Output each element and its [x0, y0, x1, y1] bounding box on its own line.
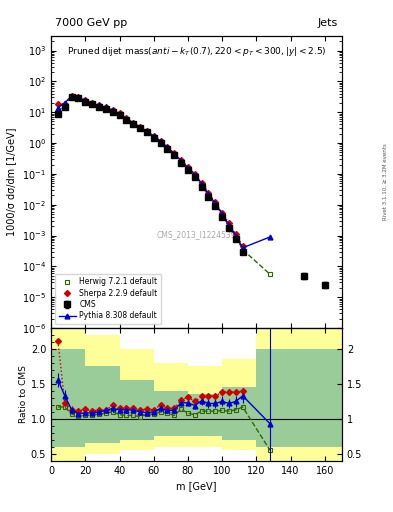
Text: Jets: Jets — [318, 18, 338, 28]
Sherpa 2.2.9 default — [151, 133, 156, 139]
X-axis label: m [GeV]: m [GeV] — [176, 481, 217, 491]
Sherpa 2.2.9 default — [69, 93, 74, 99]
Sherpa 2.2.9 default — [103, 104, 108, 110]
Sherpa 2.2.9 default — [97, 102, 101, 108]
Text: 7000 GeV pp: 7000 GeV pp — [55, 18, 127, 28]
Herwig 7.2.1 default — [268, 271, 272, 278]
Line: Sherpa 2.2.9 default: Sherpa 2.2.9 default — [56, 94, 245, 248]
Herwig 7.2.1 default — [179, 159, 184, 165]
Sherpa 2.2.9 default — [117, 110, 122, 116]
Herwig 7.2.1 default — [62, 102, 67, 108]
Line: Herwig 7.2.1 default: Herwig 7.2.1 default — [55, 94, 272, 277]
Herwig 7.2.1 default — [131, 121, 136, 127]
Sherpa 2.2.9 default — [83, 97, 88, 103]
Herwig 7.2.1 default — [69, 94, 74, 100]
Herwig 7.2.1 default — [193, 173, 197, 179]
Sherpa 2.2.9 default — [206, 190, 211, 196]
Herwig 7.2.1 default — [151, 134, 156, 140]
Herwig 7.2.1 default — [145, 129, 149, 135]
Herwig 7.2.1 default — [97, 103, 101, 109]
Herwig 7.2.1 default — [199, 182, 204, 188]
Herwig 7.2.1 default — [90, 100, 94, 106]
Sherpa 2.2.9 default — [90, 100, 94, 106]
Sherpa 2.2.9 default — [179, 157, 184, 163]
Legend: Herwig 7.2.1 default, Sherpa 2.2.9 default, CMS, Pythia 8.308 default: Herwig 7.2.1 default, Sherpa 2.2.9 defau… — [55, 274, 162, 324]
Text: Pruned dijet mass$(anti-k_{T}(0.7), 220<p_{T}<300, |y|<2.5)$: Pruned dijet mass$(anti-k_{T}(0.7), 220<… — [67, 45, 326, 58]
Herwig 7.2.1 default — [55, 109, 60, 115]
Herwig 7.2.1 default — [76, 95, 81, 101]
Sherpa 2.2.9 default — [138, 123, 142, 130]
Sherpa 2.2.9 default — [199, 180, 204, 186]
Text: Rivet 3.1.10, ≥ 3.2M events: Rivet 3.1.10, ≥ 3.2M events — [383, 143, 388, 220]
Sherpa 2.2.9 default — [55, 100, 60, 106]
Herwig 7.2.1 default — [213, 202, 218, 208]
Herwig 7.2.1 default — [185, 166, 190, 173]
Sherpa 2.2.9 default — [110, 106, 115, 113]
Sherpa 2.2.9 default — [220, 209, 224, 216]
Sherpa 2.2.9 default — [213, 199, 218, 205]
Herwig 7.2.1 default — [227, 223, 231, 229]
Sherpa 2.2.9 default — [185, 164, 190, 170]
Herwig 7.2.1 default — [220, 212, 224, 219]
Sherpa 2.2.9 default — [62, 101, 67, 107]
Herwig 7.2.1 default — [233, 234, 238, 240]
Sherpa 2.2.9 default — [193, 171, 197, 177]
Y-axis label: 1000/σ dσ/dm [1/GeV]: 1000/σ dσ/dm [1/GeV] — [6, 127, 17, 236]
Herwig 7.2.1 default — [165, 145, 170, 151]
Herwig 7.2.1 default — [110, 108, 115, 114]
Sherpa 2.2.9 default — [227, 220, 231, 226]
Herwig 7.2.1 default — [83, 98, 88, 104]
Sherpa 2.2.9 default — [158, 138, 163, 144]
Herwig 7.2.1 default — [172, 152, 176, 158]
Sherpa 2.2.9 default — [241, 243, 245, 249]
Herwig 7.2.1 default — [103, 104, 108, 111]
Herwig 7.2.1 default — [117, 111, 122, 117]
Sherpa 2.2.9 default — [76, 94, 81, 100]
Herwig 7.2.1 default — [241, 246, 245, 252]
Sherpa 2.2.9 default — [124, 115, 129, 121]
Sherpa 2.2.9 default — [131, 119, 136, 125]
Y-axis label: Ratio to CMS: Ratio to CMS — [19, 366, 28, 423]
Text: CMS_2013_I1224539: CMS_2013_I1224539 — [157, 230, 236, 239]
Sherpa 2.2.9 default — [145, 127, 149, 134]
Herwig 7.2.1 default — [124, 116, 129, 122]
Sherpa 2.2.9 default — [165, 144, 170, 150]
Sherpa 2.2.9 default — [233, 231, 238, 238]
Herwig 7.2.1 default — [138, 125, 142, 131]
Herwig 7.2.1 default — [158, 139, 163, 145]
Herwig 7.2.1 default — [206, 193, 211, 199]
Sherpa 2.2.9 default — [172, 151, 176, 157]
